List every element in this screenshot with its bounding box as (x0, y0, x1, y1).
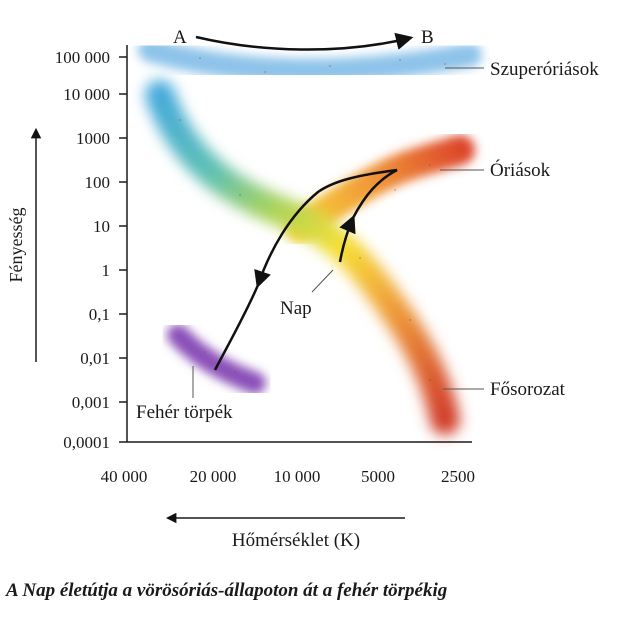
y-tick-label: 0,1 (89, 305, 110, 324)
x-axis-label: Hőmérséklet (K) (232, 530, 360, 551)
white-dwarf-band (167, 324, 266, 394)
y-tick-label: 100 (85, 173, 111, 192)
sun-leader (311, 269, 334, 293)
supergiants-label: Szuperóriások (490, 59, 599, 80)
y-axis-label: Fényesség (6, 208, 26, 283)
x-tick-label: 2500 (441, 467, 475, 486)
y-tick-label: 0,001 (72, 393, 110, 412)
x-tick-label: 5000 (361, 467, 395, 486)
x-tick-label: 10 000 (274, 467, 321, 486)
giants-label: Óriások (490, 159, 551, 181)
sun-track-to-giant (338, 214, 356, 263)
y-tick-label: 0,0001 (63, 433, 110, 452)
y-tick-label: 10 (93, 217, 110, 236)
y-tick-label: 100 000 (55, 48, 110, 67)
y-tick-label: 10 000 (63, 85, 110, 104)
supergiant-band (138, 38, 482, 83)
x-tick-labels: 40 000 20 000 10 000 5000 2500 (101, 467, 475, 486)
sun-label: Nap (280, 298, 312, 319)
y-tick-label: 1 (102, 261, 111, 280)
x-tick-label: 20 000 (190, 467, 237, 486)
point-b-label: B (421, 27, 434, 48)
figure-caption: A Nap életútja a vörösóriás-állapoton át… (6, 580, 448, 601)
point-a-label: A (173, 27, 187, 48)
main-sequence-band (145, 80, 460, 435)
y-axis-ticks (119, 56, 127, 443)
sun-track-to-white-dwarf (213, 284, 260, 371)
y-tick-label: 0,01 (80, 349, 110, 368)
white-dwarf-label: Fehér törpék (136, 402, 233, 423)
a-to-b-arrow (195, 32, 414, 51)
y-tick-label: 1000 (76, 129, 110, 148)
main-sequence-label: Fősorozat (490, 379, 566, 400)
hr-diagram: 100 000 10 000 1000 100 10 1 0,1 0,01 0,… (6, 27, 599, 551)
giant-branch-band (285, 135, 475, 243)
y-tick-labels: 100 000 10 000 1000 100 10 1 0,1 0,01 0,… (55, 48, 110, 452)
sun-track-giant-loop (254, 168, 398, 289)
x-tick-label: 40 000 (101, 467, 148, 486)
star-speckles (179, 57, 446, 381)
